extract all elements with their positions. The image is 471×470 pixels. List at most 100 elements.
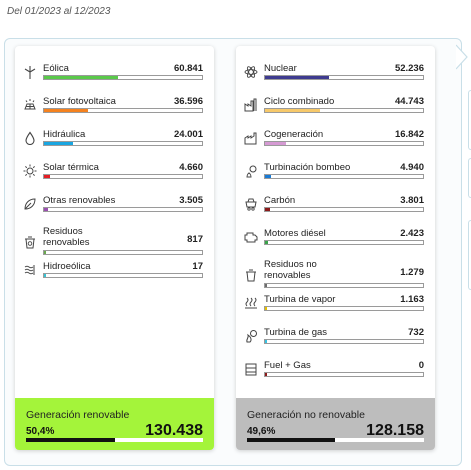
share-bar-fill bbox=[265, 208, 270, 211]
renewable-panel: Eólica 60.841 Solar fotovoltaica 36.596 Hidr… bbox=[15, 46, 214, 450]
source-value: 0 bbox=[418, 360, 424, 371]
nonrenewable-panel: Nuclear 52.236 Ciclo combinado 44.743 Cogene… bbox=[236, 46, 435, 450]
share-bar-fill bbox=[265, 76, 330, 79]
share-bar-fill bbox=[44, 109, 89, 112]
period-label: Del 01/2023 al 12/2023 bbox=[7, 6, 111, 17]
leaf-icon bbox=[22, 196, 38, 212]
source-label: Otras renovables bbox=[43, 195, 116, 206]
power-plant-icon bbox=[243, 97, 259, 113]
source-row[interactable]: Residuos no renovables 1.279 bbox=[236, 259, 435, 291]
source-value: 732 bbox=[408, 327, 424, 338]
sun-icon bbox=[22, 163, 38, 179]
source-label: Turbina de vapor bbox=[264, 294, 336, 305]
source-value: 60.841 bbox=[173, 63, 203, 74]
source-row[interactable]: Ciclo combinado 44.743 bbox=[236, 96, 435, 126]
source-label: Eólica bbox=[43, 63, 69, 74]
renewable-total-percent: 50,4% bbox=[26, 426, 55, 437]
share-bar-fill bbox=[265, 340, 268, 343]
source-row[interactable]: Hidráulica 24.001 bbox=[15, 129, 214, 159]
source-label: Solar térmica bbox=[43, 162, 99, 173]
share-bar bbox=[43, 141, 203, 146]
source-value: 3.801 bbox=[400, 195, 424, 206]
share-bar bbox=[43, 174, 203, 179]
fuel-tank-icon bbox=[243, 361, 259, 377]
source-row[interactable]: Hidroeólica 17 bbox=[15, 261, 214, 291]
source-label: Solar fotovoltaica bbox=[43, 96, 116, 107]
source-row[interactable]: Turbinación bombeo 4.940 bbox=[236, 162, 435, 192]
chevron-right-icon[interactable] bbox=[456, 44, 468, 70]
share-bar bbox=[43, 207, 203, 212]
nonrenewable-total-bar bbox=[247, 438, 424, 442]
source-label: Hidroeólica bbox=[43, 261, 91, 272]
share-bar bbox=[264, 339, 424, 344]
source-value: 817 bbox=[187, 234, 203, 245]
side-tab[interactable] bbox=[468, 158, 471, 198]
share-bar bbox=[43, 108, 203, 113]
source-label: Carbón bbox=[264, 195, 296, 206]
source-row[interactable]: Eólica 60.841 bbox=[15, 63, 214, 93]
share-bar bbox=[264, 283, 424, 288]
side-tab[interactable] bbox=[468, 220, 471, 290]
nonrenewable-total-percent: 49,6% bbox=[247, 426, 276, 437]
source-label: Fuel + Gas bbox=[264, 360, 311, 371]
steam-icon bbox=[243, 295, 259, 311]
source-row[interactable]: Cogeneración 16.842 bbox=[236, 129, 435, 159]
share-bar bbox=[43, 273, 203, 278]
source-row[interactable]: Nuclear 52.236 bbox=[236, 63, 435, 93]
source-value: 1.163 bbox=[400, 294, 424, 305]
source-label: Hidráulica bbox=[43, 129, 86, 140]
share-bar-fill bbox=[44, 208, 49, 211]
share-bar-fill bbox=[265, 241, 268, 244]
source-value: 36.596 bbox=[173, 96, 203, 107]
source-row[interactable]: Motores diésel 2.423 bbox=[236, 228, 435, 258]
wind-turbine-icon bbox=[22, 64, 38, 80]
source-label: Residuos no renovables bbox=[264, 259, 317, 281]
source-value: 44.743 bbox=[394, 96, 424, 107]
share-bar bbox=[264, 108, 424, 113]
hydro-wind-icon bbox=[22, 262, 38, 278]
source-row[interactable]: Carbón 3.801 bbox=[236, 195, 435, 225]
source-value: 4.660 bbox=[179, 162, 203, 173]
engine-icon bbox=[243, 229, 259, 245]
source-row[interactable]: Turbina de gas 732 bbox=[236, 327, 435, 357]
source-row[interactable]: Turbina de vapor 1.163 bbox=[236, 294, 435, 324]
share-bar bbox=[264, 372, 424, 377]
share-bar-fill bbox=[44, 274, 47, 277]
source-value: 17 bbox=[192, 261, 203, 272]
source-label: Turbina de gas bbox=[264, 327, 328, 338]
share-bar bbox=[43, 250, 203, 255]
side-tab[interactable] bbox=[468, 90, 471, 150]
share-bar-fill bbox=[265, 284, 268, 287]
coal-cart-icon bbox=[243, 196, 259, 212]
water-drop-icon bbox=[22, 130, 38, 146]
nonrenewable-total: Generación no renovable 49,6% 128.158 bbox=[236, 398, 435, 450]
source-value: 4.940 bbox=[400, 162, 424, 173]
share-bar-fill bbox=[44, 142, 74, 145]
source-value: 16.842 bbox=[394, 129, 424, 140]
source-value: 2.423 bbox=[400, 228, 424, 239]
share-bar bbox=[264, 174, 424, 179]
renewable-total: Generación renovable 50,4% 130.438 bbox=[15, 398, 214, 450]
source-row[interactable]: Residuos renovables 817 bbox=[15, 226, 214, 258]
source-label: Ciclo combinado bbox=[264, 96, 335, 107]
source-label: Turbinación bombeo bbox=[264, 162, 351, 173]
source-row[interactable]: Fuel + Gas 0 bbox=[236, 360, 435, 390]
source-row[interactable]: Solar fotovoltaica 36.596 bbox=[15, 96, 214, 126]
source-row[interactable]: Solar térmica 4.660 bbox=[15, 162, 214, 192]
source-row[interactable]: Otras renovables 3.505 bbox=[15, 195, 214, 225]
renewable-total-bar bbox=[26, 438, 203, 442]
renewable-total-value: 130.438 bbox=[145, 422, 203, 439]
source-value: 3.505 bbox=[179, 195, 203, 206]
factory-icon bbox=[243, 130, 259, 146]
share-bar-fill bbox=[44, 251, 47, 254]
share-bar-fill bbox=[265, 175, 272, 178]
share-bar bbox=[264, 306, 424, 311]
share-bar-fill bbox=[265, 142, 286, 145]
pump-icon bbox=[243, 163, 259, 179]
source-value: 24.001 bbox=[173, 129, 203, 140]
renewable-total-label: Generación renovable bbox=[26, 409, 130, 421]
share-bar-fill bbox=[265, 109, 321, 112]
atom-icon bbox=[243, 64, 259, 80]
share-bar-fill bbox=[44, 175, 50, 178]
share-bar bbox=[264, 141, 424, 146]
